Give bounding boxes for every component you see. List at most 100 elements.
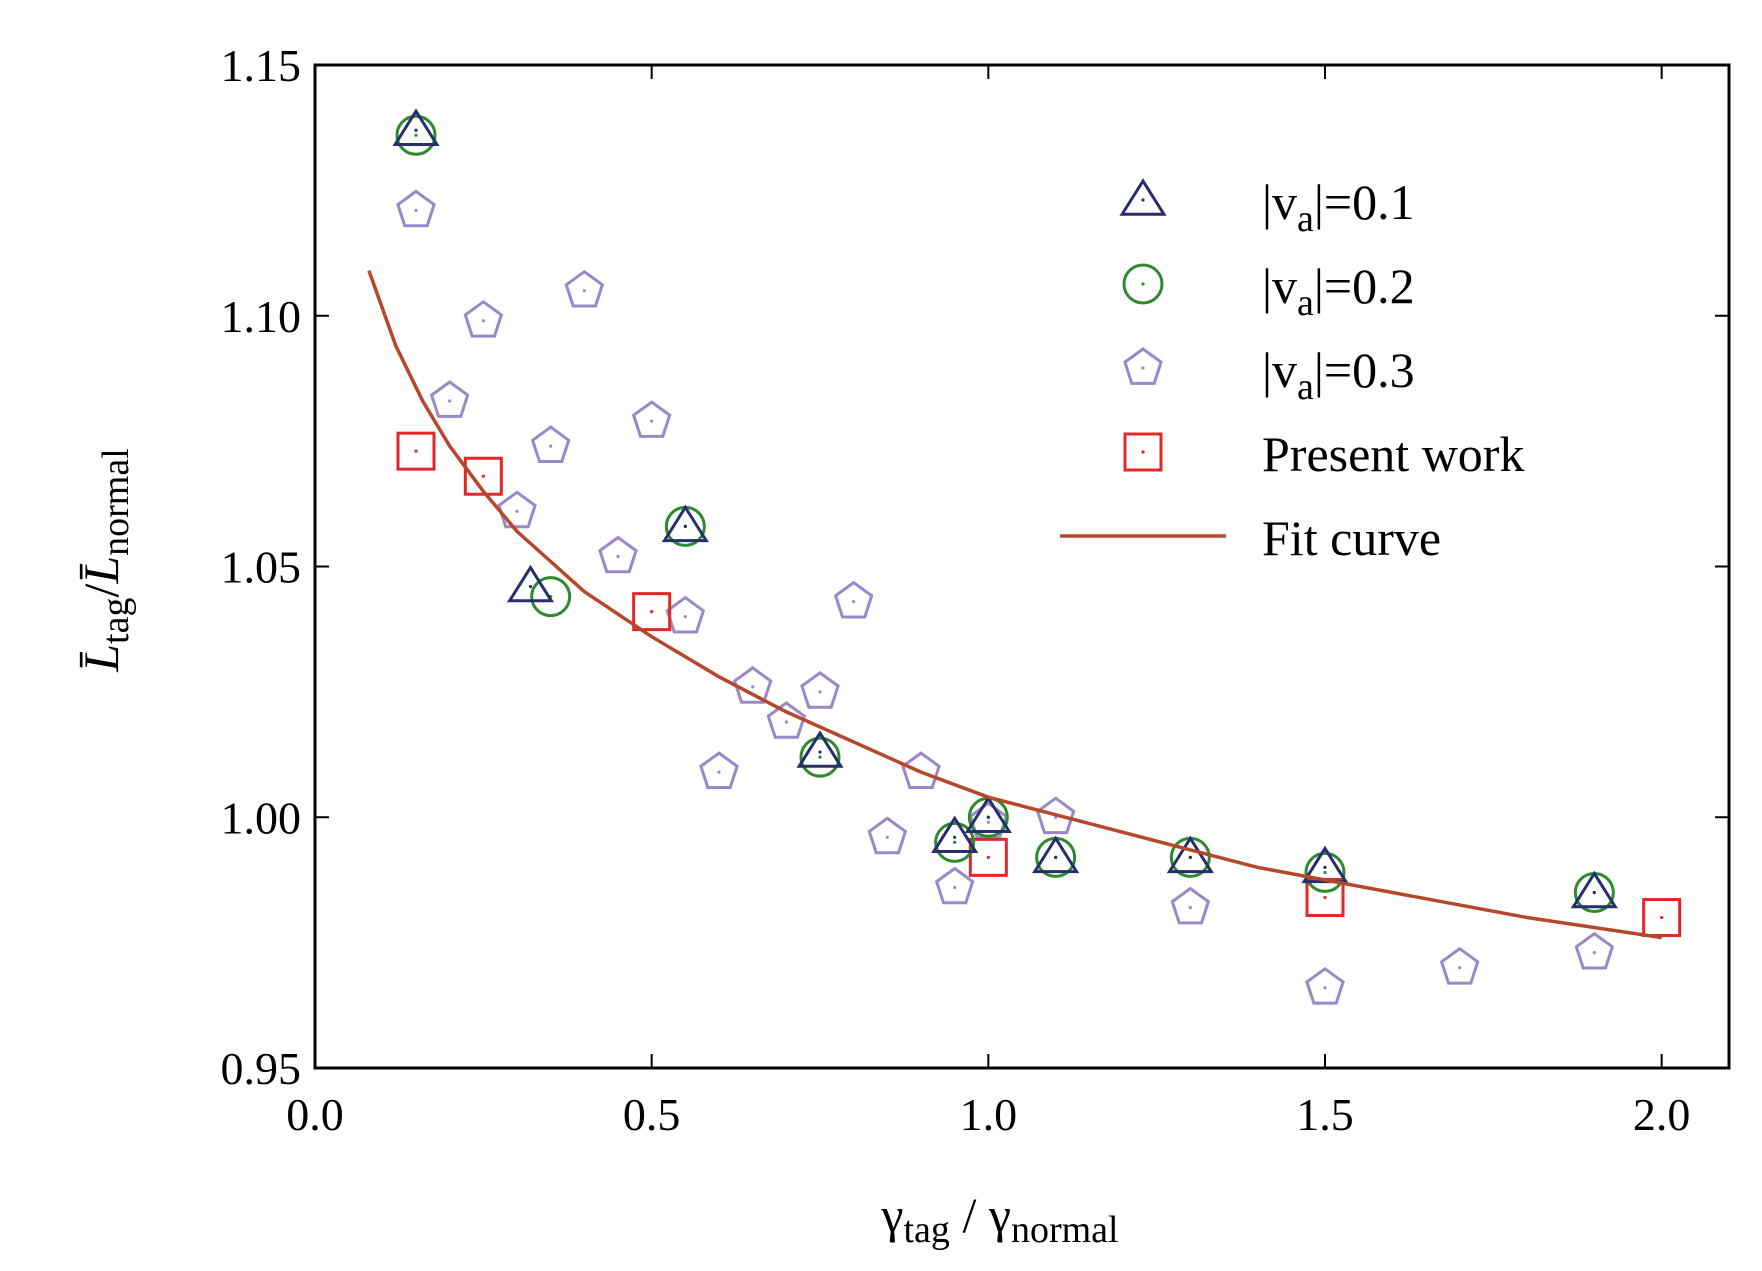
data-point-pentagon <box>800 671 840 709</box>
x-tick-label: 1.5 <box>1296 1089 1354 1140</box>
data-point-pentagon-center-dot <box>481 319 485 323</box>
data-point-pentagon-center-dot <box>448 399 452 403</box>
legend-marker-triangle-center-dot <box>1141 198 1145 202</box>
data-point-pentagon <box>396 189 436 228</box>
data-point-pentagon <box>429 380 470 418</box>
data-point-triangle-center-dot <box>953 835 957 839</box>
y-tick-label: 1.15 <box>221 40 302 91</box>
data-point-triangle-center-dot <box>1188 855 1192 859</box>
data-point-triangle-center-dot <box>414 128 418 132</box>
data-point-triangle <box>1166 835 1214 874</box>
legend-label-sub: a <box>1297 366 1314 408</box>
data-point-pentagon <box>1305 966 1345 1005</box>
data-point-pentagon <box>463 299 504 338</box>
data-point-pentagon <box>833 580 874 619</box>
y-label-L2: L̄ <box>73 556 129 585</box>
data-point-pentagon-center-dot <box>751 685 755 689</box>
y-axis-label: L̄tag/L̄normal <box>73 448 137 673</box>
data-point-pentagon-center-dot <box>1458 966 1462 970</box>
data-point-pentagon <box>530 425 571 463</box>
data-point-pentagon-center-dot <box>852 600 856 604</box>
data-point-triangle-center-dot <box>1592 890 1596 895</box>
svg-text:L̄tag/L̄normal: L̄tag/L̄normal <box>73 448 137 673</box>
fit-curve-line <box>367 270 1662 940</box>
x-tick-label: 2.0 <box>1633 1089 1691 1140</box>
legend-label-main: Present work <box>1262 426 1524 482</box>
data-point-square <box>632 592 672 632</box>
data-point-pentagon <box>732 666 773 704</box>
data-point-pentagon-center-dot <box>986 820 990 824</box>
data-point-pentagon <box>766 701 807 739</box>
data-point-square-center-dot <box>1323 895 1327 900</box>
series-pentagon <box>396 189 1615 1005</box>
data-point-pentagon <box>497 490 537 529</box>
legend-label-main: |v <box>1262 258 1297 314</box>
x-label-sub-tag: tag <box>904 1209 950 1251</box>
data-point-square-center-dot <box>481 474 485 478</box>
legend-label-rest: |=0.2 <box>1314 258 1415 314</box>
data-point-pentagon-center-dot <box>582 289 586 293</box>
data-point-pentagon <box>934 866 975 905</box>
legend-label-sub: a <box>1297 282 1314 324</box>
data-point-square-center-dot <box>650 610 654 614</box>
series-triangle <box>392 108 1618 909</box>
svg-text:γtag / γnormal: γtag / γnormal <box>880 1187 1118 1251</box>
data-point-pentagon <box>1574 931 1615 970</box>
data-point-pentagon-center-dot <box>650 419 654 423</box>
x-tick-label: 0.5 <box>623 1089 681 1140</box>
data-point-square-center-dot <box>1660 915 1664 920</box>
data-point-circle <box>1304 851 1346 893</box>
x-label-gamma2: γ <box>988 1187 1011 1243</box>
legend-label-fit-curve: Fit curve <box>1262 510 1441 566</box>
legend-marker-pentagon-center-dot <box>1141 366 1145 370</box>
data-point-triangle <box>506 564 555 603</box>
data-point-pentagon-center-dot <box>784 720 788 724</box>
data-point-pentagon-center-dot <box>818 690 822 694</box>
data-point-pentagon-center-dot <box>1323 986 1327 990</box>
x-label-sep: / <box>950 1187 989 1243</box>
plot-frame <box>313 63 1731 1070</box>
legend-label-main: |v <box>1262 174 1297 230</box>
y-label-sub-normal: normal <box>95 448 137 556</box>
x-tick-label: 0.0 <box>286 1089 344 1140</box>
data-point-pentagon-center-dot <box>717 770 721 774</box>
legend-marker-circle <box>1122 263 1164 305</box>
legend-marker-square-center-dot <box>1141 450 1145 454</box>
data-point-triangle-center-dot <box>683 524 687 528</box>
data-point-circle <box>799 736 841 778</box>
axis-ticks: 0.0 0.5 1.0 1.5 2.0 0.95 1.00 1.05 1.10 1.15 <box>221 40 1729 1140</box>
data-point-pentagon <box>1170 886 1211 925</box>
data-point-square <box>463 456 503 496</box>
data-point-pentagon <box>631 400 672 438</box>
data-point-circle <box>934 821 976 863</box>
data-point-triangle <box>964 795 1012 833</box>
data-point-triangle <box>392 108 440 146</box>
series-square <box>396 431 1682 938</box>
data-point-pentagon-center-dot <box>683 615 687 619</box>
y-label-sep: / <box>73 584 129 598</box>
data-point-triangle-center-dot <box>986 815 990 819</box>
y-tick-label: 1.05 <box>221 542 302 593</box>
data-point-pentagon-center-dot <box>885 835 889 839</box>
data-point-pentagon-center-dot <box>1592 951 1596 955</box>
x-label-gamma: γ <box>880 1187 903 1243</box>
x-label-sub-normal: normal <box>1011 1209 1119 1251</box>
data-point-triangle <box>661 504 709 543</box>
data-point-circle <box>395 114 437 156</box>
data-point-circle-center-dot <box>818 755 822 759</box>
plot-content <box>367 108 1682 1005</box>
legend-label: |va|=0.1 <box>1262 174 1415 240</box>
data-point-circle-center-dot <box>414 133 418 137</box>
data-point-triangle <box>1032 835 1080 874</box>
data-point-pentagon <box>699 751 739 789</box>
data-point-triangle-center-dot <box>528 584 533 589</box>
data-point-pentagon-center-dot <box>953 885 957 890</box>
y-tick-label: 1.10 <box>221 291 302 342</box>
data-point-triangle-center-dot <box>1054 855 1058 859</box>
y-label-L: L̄ <box>73 644 129 673</box>
data-point-triangle-center-dot <box>1323 865 1327 870</box>
legend-label: |va|=0.2 <box>1262 258 1415 324</box>
data-point-square-center-dot <box>414 449 418 453</box>
data-point-pentagon <box>665 595 706 634</box>
data-point-pentagon <box>598 535 638 574</box>
